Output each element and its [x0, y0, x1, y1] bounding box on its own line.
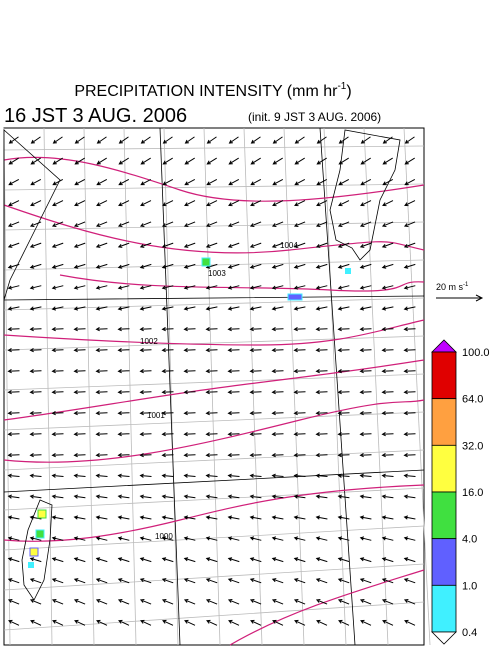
- map: 1004 1003 1002 1001 1000: [3, 127, 431, 646]
- isobar-label: 1004: [280, 241, 298, 250]
- colorbar-label: 0.4: [462, 627, 477, 639]
- colorbar-segment: [431, 491, 457, 540]
- grid-line: [203, 127, 221, 646]
- vector-legend-superscript: -1: [463, 282, 469, 288]
- colorbar-label: 1.0: [462, 580, 477, 592]
- grid-line: [3, 145, 425, 151]
- colorbar-label: 32.0: [462, 440, 483, 452]
- vector-legend-text: 20 m s: [436, 282, 464, 292]
- grid-line: [3, 487, 425, 511]
- grid-line: [43, 127, 53, 646]
- colorbar-over: [431, 339, 457, 353]
- isobar-labels: 1004 1003 1002 1001 1000: [140, 241, 298, 541]
- colorbar-label: 100.0: [462, 347, 490, 359]
- grid-line: [3, 449, 425, 471]
- major-grid: [3, 127, 425, 646]
- colorbar: 100.0 64.0 32.0 16.0 4.0 1.0 0.4: [431, 339, 490, 645]
- grid-line: [3, 601, 425, 631]
- colorbar-segment: [431, 538, 457, 586]
- colorbar-label: 16.0: [462, 487, 483, 499]
- wind-vectors: [7, 136, 416, 626]
- grid-line: [243, 127, 263, 646]
- title-superscript: -1: [337, 81, 346, 92]
- isobar-label: 1003: [208, 269, 226, 278]
- grid-line: [323, 127, 347, 646]
- map-frame: [3, 127, 425, 646]
- init-time: (init. 9 JST 3 AUG. 2006): [248, 110, 381, 124]
- precipitation: [28, 257, 351, 568]
- rain-cell: [287, 293, 303, 301]
- rain-cell: [28, 562, 34, 568]
- grid-line: [3, 525, 425, 551]
- lat-lon-grid: [3, 127, 431, 646]
- colorbar-label: 4.0: [462, 534, 477, 546]
- grid-line: [3, 183, 425, 191]
- colorbar-under: [431, 631, 457, 645]
- grid-line: [163, 127, 179, 646]
- valid-time: 16 JST 3 AUG. 2006: [4, 105, 187, 127]
- colorbar-label: 64.0: [462, 394, 483, 406]
- grid-line: [3, 297, 425, 311]
- rain-cell: [201, 257, 211, 267]
- isobar-label: 1001: [147, 411, 165, 420]
- rain-cell: [35, 529, 45, 539]
- title-text: PRECIPITATION INTENSITY (mm hr: [74, 83, 338, 100]
- colorbar-segment: [431, 584, 457, 633]
- vector-legend: 20 m s-1: [436, 282, 469, 292]
- grid-line: [3, 221, 425, 231]
- vector-legend-arrow: [436, 294, 484, 302]
- title: PRECIPITATION INTENSITY (mm hr-1): [74, 81, 351, 100]
- colorbar-segment: [431, 444, 457, 493]
- grid-line: [3, 563, 425, 591]
- rain-cell: [37, 509, 47, 519]
- isobars: [3, 156, 425, 646]
- isobar-label: 1002: [140, 337, 158, 346]
- grid-line: [123, 127, 137, 646]
- grid-line: [403, 127, 431, 646]
- grid-line: [3, 411, 425, 431]
- colorbar-segment: [431, 351, 457, 400]
- grid-line: [283, 127, 305, 646]
- grid-line: [3, 335, 425, 351]
- title-close: ): [346, 83, 351, 100]
- grid-line: [3, 373, 425, 391]
- colorbar-segment: [431, 398, 457, 446]
- isobar-label: 1000: [155, 532, 173, 541]
- rain-cell: [29, 547, 39, 557]
- rain-cell: [345, 268, 351, 274]
